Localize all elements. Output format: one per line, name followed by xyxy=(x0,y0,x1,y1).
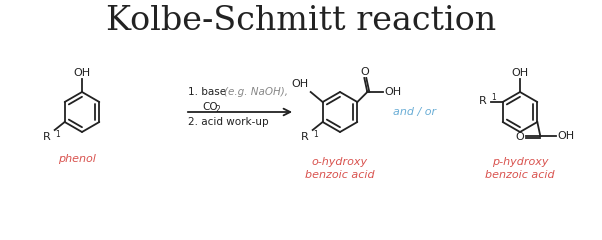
Text: OH: OH xyxy=(384,87,402,97)
Text: 2. acid work-up: 2. acid work-up xyxy=(188,117,268,127)
Text: 1. base: 1. base xyxy=(188,87,229,97)
Text: 1: 1 xyxy=(492,94,497,102)
Text: and / or: and / or xyxy=(394,107,436,117)
Text: 2: 2 xyxy=(216,106,221,114)
Text: CO: CO xyxy=(202,102,218,112)
Text: o-hydroxy
benzoic acid: o-hydroxy benzoic acid xyxy=(305,157,375,180)
Text: Kolbe-Schmitt reaction: Kolbe-Schmitt reaction xyxy=(106,5,496,37)
Text: 1: 1 xyxy=(55,130,60,139)
Text: OH: OH xyxy=(73,68,90,78)
Text: OH: OH xyxy=(291,79,309,89)
Text: OH: OH xyxy=(512,68,529,78)
Text: O: O xyxy=(515,132,524,142)
Text: R: R xyxy=(43,132,51,142)
Text: R: R xyxy=(479,96,486,106)
Text: (e.g. NaOH),: (e.g. NaOH), xyxy=(224,87,288,97)
Text: phenol: phenol xyxy=(58,154,96,164)
Text: R: R xyxy=(301,132,309,142)
Text: OH: OH xyxy=(557,131,574,141)
Text: O: O xyxy=(360,67,368,77)
Text: 1: 1 xyxy=(314,130,318,139)
Text: p-hydroxy
benzoic acid: p-hydroxy benzoic acid xyxy=(485,157,555,180)
